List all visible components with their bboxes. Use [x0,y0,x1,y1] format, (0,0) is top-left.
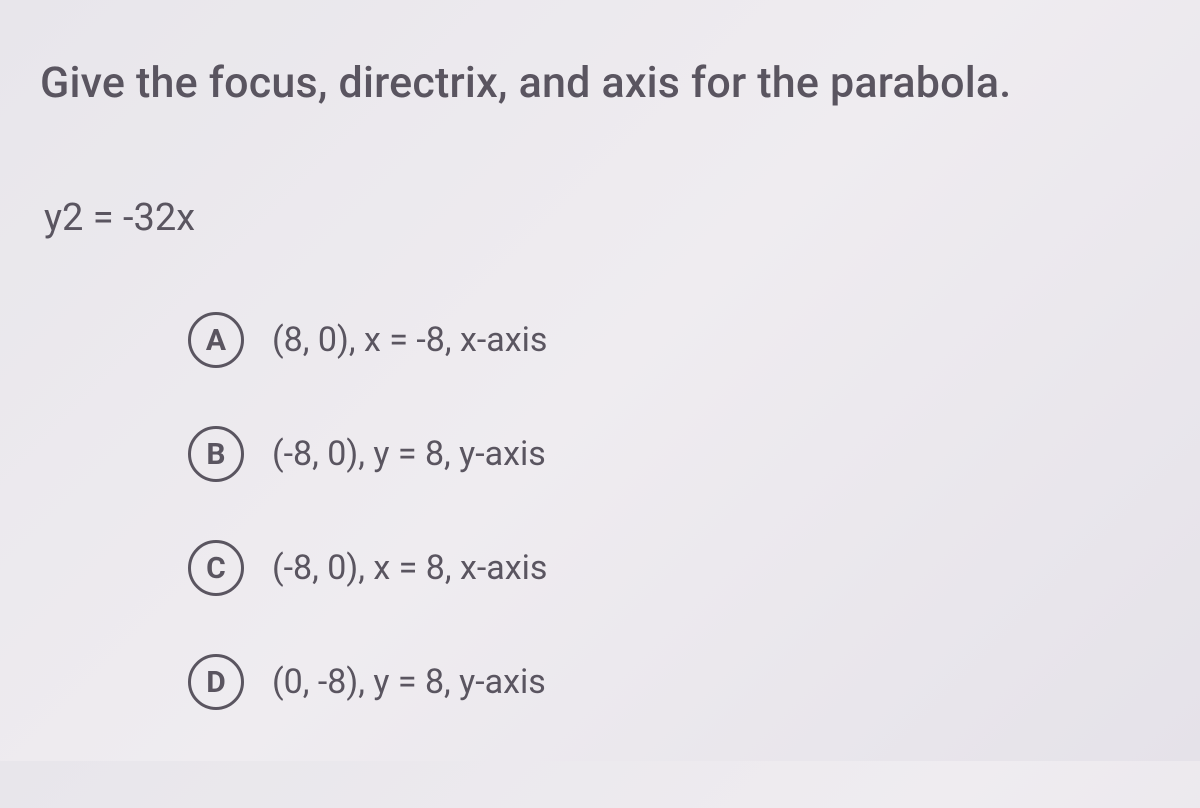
option-letter-d: D [188,654,244,710]
equation-text: y2 = -32x [44,196,1160,240]
option-text-c: (-8, 0), x = 8, x-axis [272,548,547,588]
question-text: Give the focus, directrix, and axis for … [40,58,1160,108]
option-d[interactable]: D (0, -8), y = 8, y-axis [188,654,1160,710]
option-a[interactable]: A (8, 0), x = -8, x-axis [188,312,1160,368]
options-list: A (8, 0), x = -8, x-axis B (-8, 0), y = … [188,312,1160,710]
option-text-d: (0, -8), y = 8, y-axis [272,662,546,702]
quiz-content: Give the focus, directrix, and axis for … [0,0,1200,808]
option-text-b: (-8, 0), y = 8, y-axis [272,434,546,474]
option-c[interactable]: C (-8, 0), x = 8, x-axis [188,540,1160,596]
option-letter-a: A [188,312,244,368]
option-letter-c: C [188,540,244,596]
option-letter-b: B [188,426,244,482]
option-b[interactable]: B (-8, 0), y = 8, y-axis [188,426,1160,482]
option-text-a: (8, 0), x = -8, x-axis [272,320,547,360]
